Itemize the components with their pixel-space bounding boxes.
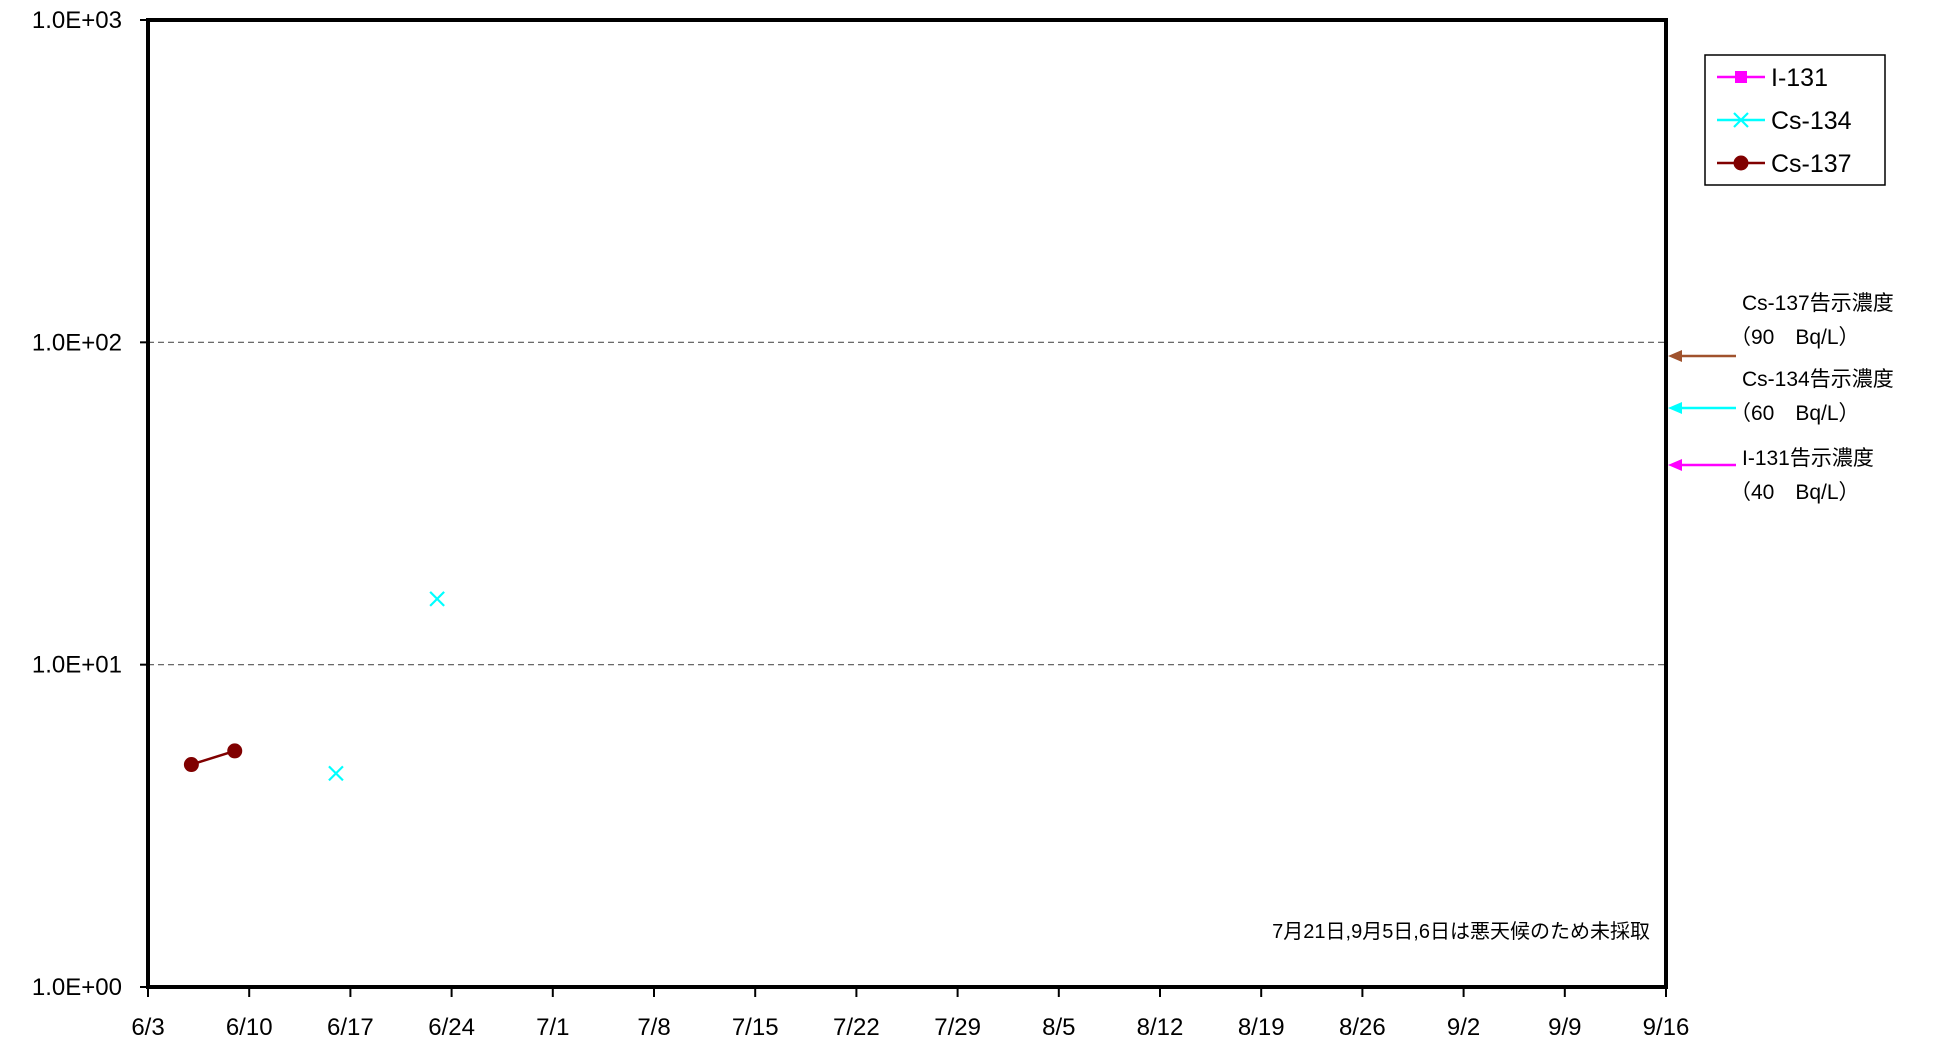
reference-arrow-head [1668, 402, 1682, 414]
x-tick-label: 7/15 [732, 1014, 779, 1041]
legend-label: Cs-134 [1771, 107, 1852, 135]
x-tick-label: 7/29 [934, 1014, 981, 1041]
y-axis-ticks: 1.0E+00 1.0E+01 1.0E+02 1.0E+03 [32, 7, 148, 1001]
data-point [228, 744, 242, 758]
reference-arrow-head [1668, 459, 1682, 471]
y-tick-label: 1.0E+03 [32, 7, 122, 34]
data-point [184, 758, 198, 772]
x-tick-label: 8/12 [1137, 1014, 1184, 1041]
x-tick-label: 6/24 [428, 1014, 475, 1041]
x-tick-label: 6/3 [131, 1014, 164, 1041]
legend-label: Cs-137 [1771, 150, 1852, 178]
reference-value: （60 Bq/L） [1730, 402, 1860, 425]
grid-layer [148, 342, 1666, 664]
x-axis-ticks: 6/3 6/10 6/17 6/24 7/1 7/8 7/15 7/22 7/29 8/5 8/12… [131, 987, 1689, 1041]
y-tick-label: 1.0E+02 [32, 329, 122, 356]
reference-label: Cs-137告示濃度 [1742, 292, 1894, 315]
x-tick-label: 9/9 [1548, 1014, 1581, 1041]
x-tick-label: 8/26 [1339, 1014, 1386, 1041]
x-tick-label: 8/5 [1042, 1014, 1075, 1041]
legend-swatch-marker [1734, 156, 1748, 170]
y-tick-label: 1.0E+00 [32, 974, 122, 1001]
series-layer [184, 592, 444, 780]
reference-label: I-131告示濃度 [1742, 447, 1874, 470]
x-tick-label: 8/19 [1238, 1014, 1285, 1041]
x-tick-label: 7/22 [833, 1014, 880, 1041]
x-tick-label: 9/2 [1447, 1014, 1480, 1041]
reference-i-131: I-131告示濃度 （40 Bq/L） [1668, 447, 1874, 504]
x-tick-label: 6/17 [327, 1014, 374, 1041]
y-tick-label: 1.0E+01 [32, 652, 122, 679]
data-point [329, 766, 343, 780]
x-tick-label: 6/10 [226, 1014, 273, 1041]
legend-swatch-marker [1735, 71, 1747, 83]
legend: I-131 Cs-134 Cs-137 [1705, 55, 1885, 185]
series-cs-137 [184, 744, 241, 772]
reference-cs-137: Cs-137告示濃度 （90 Bq/L） [1668, 292, 1894, 362]
series-cs-134 [329, 592, 444, 780]
chart-annotation: 7月21日,9月5日,6日は悪天候のため未採取 [1272, 920, 1650, 943]
plot-frame [148, 20, 1666, 987]
x-tick-label: 9/16 [1643, 1014, 1690, 1041]
x-tick-label: 7/1 [536, 1014, 569, 1041]
x-tick-label: 7/8 [637, 1014, 670, 1041]
reference-value: （90 Bq/L） [1730, 326, 1860, 349]
reference-value: （40 Bq/L） [1730, 481, 1860, 504]
reference-arrow-head [1668, 350, 1682, 362]
data-point [430, 592, 444, 606]
reference-label: Cs-134告示濃度 [1742, 368, 1894, 391]
reference-lines: Cs-137告示濃度 （90 Bq/L） Cs-134告示濃度 （60 Bq/L） I-… [1668, 292, 1894, 504]
legend-label: I-131 [1771, 64, 1828, 92]
reference-cs-134: Cs-134告示濃度 （60 Bq/L） [1668, 368, 1894, 425]
